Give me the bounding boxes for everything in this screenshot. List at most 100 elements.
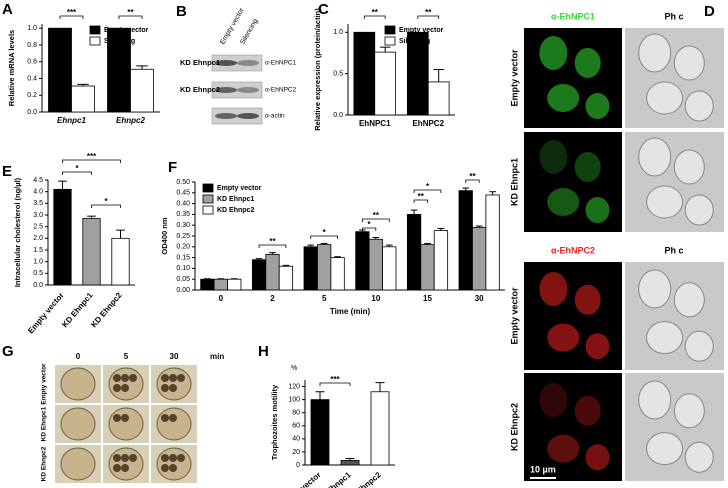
cell-phase xyxy=(646,185,684,219)
legend-swatch xyxy=(202,205,214,215)
error-bar xyxy=(345,457,355,461)
erythrocyte xyxy=(161,464,169,472)
significance: * xyxy=(413,182,442,193)
bar xyxy=(200,278,215,291)
erythrocyte xyxy=(129,454,137,462)
erythrocyte xyxy=(161,454,169,462)
error-bar xyxy=(307,244,315,247)
bar xyxy=(130,68,154,113)
significance-label: ** xyxy=(372,8,379,17)
significance: ** xyxy=(417,8,440,19)
y-tick-label: 0.20 xyxy=(176,244,190,251)
erythrocyte xyxy=(169,374,177,382)
blot-antibody: α-actin xyxy=(265,113,285,120)
bracket xyxy=(59,15,84,19)
cell-fluor xyxy=(547,323,580,352)
bar xyxy=(265,253,280,291)
significance: *** xyxy=(319,375,351,386)
bar xyxy=(370,391,390,466)
cell-phase xyxy=(638,269,672,309)
erythrocyte xyxy=(161,374,169,382)
bar xyxy=(427,81,450,116)
cell-fluor xyxy=(574,284,601,315)
x-tick-label: 10 xyxy=(371,294,380,303)
y-tick-label: 0.0 xyxy=(33,282,43,289)
blot-antibody: α-EhNPC2 xyxy=(265,87,297,94)
bracket xyxy=(91,204,121,208)
image-row-label: KD Ehnpc1 xyxy=(509,158,519,206)
y-axis-label: Relative mRNA levels xyxy=(7,30,16,106)
error-bar xyxy=(433,69,444,82)
legend-label: Empty vector xyxy=(104,27,149,34)
bar xyxy=(368,238,383,291)
trophozoite xyxy=(60,407,96,441)
bar xyxy=(48,27,72,113)
erythrocyte xyxy=(121,384,129,392)
trophozoite xyxy=(108,367,144,401)
significance-label: ** xyxy=(469,172,476,181)
legend-item: KD Ehnpc1 xyxy=(202,194,254,204)
bracket xyxy=(310,235,338,239)
bar xyxy=(420,244,435,291)
significance-label: * xyxy=(368,220,372,229)
significance-label: * xyxy=(104,197,108,206)
y-tick-label: 0.40 xyxy=(176,200,190,207)
cell-phase xyxy=(684,441,714,473)
panel-letter: G xyxy=(2,343,14,360)
y-tick-label: 40 xyxy=(292,436,300,443)
x-tick-label: KD Ehnpc2 xyxy=(89,290,124,329)
error-bar xyxy=(375,382,385,392)
bar xyxy=(330,257,345,291)
y-tick-label: 1.5 xyxy=(33,247,43,254)
x-tick-label: Ehnpc1 xyxy=(57,116,86,125)
x-tick-label: 5 xyxy=(322,294,327,303)
cell-fluor xyxy=(547,434,580,463)
cell-fluor xyxy=(547,84,580,112)
image-row-label: Empty vector xyxy=(41,363,48,405)
cell-phase xyxy=(646,321,684,355)
legend-item: Silencing xyxy=(384,36,430,46)
bar xyxy=(406,213,422,291)
x-tick-label: EhNPC1 xyxy=(359,119,391,128)
legend-label: Silencing xyxy=(104,38,135,45)
bar xyxy=(406,31,429,116)
bracket xyxy=(413,199,428,203)
significance-label: * xyxy=(75,164,79,173)
bar xyxy=(374,51,397,116)
cell-phase xyxy=(673,149,705,185)
cell-phase xyxy=(646,432,684,466)
erythrocyte xyxy=(169,454,177,462)
y-tick-label: 3.0 xyxy=(33,212,43,219)
y-axis-label: Relative expression (protein/actin) xyxy=(313,8,322,131)
y-tick-label: 0.2 xyxy=(27,92,37,99)
x-tick-label: Empty vector xyxy=(26,291,65,336)
significance-label: ** xyxy=(373,211,380,220)
panel-letter: F xyxy=(168,159,177,176)
error-bar xyxy=(424,243,431,245)
y-tick-label: 0.50 xyxy=(176,179,190,186)
blot-column-label: Silencing xyxy=(239,18,259,46)
trophozoite xyxy=(60,367,96,401)
legend-item: KD Ehnpc2 xyxy=(202,205,254,215)
bar xyxy=(227,278,242,291)
legend-label: Silencing xyxy=(399,38,430,45)
blot-band xyxy=(237,113,259,119)
significance: ** xyxy=(363,8,386,19)
cell-fluor xyxy=(539,36,568,70)
error-bar xyxy=(437,227,445,231)
bar xyxy=(340,460,360,466)
bracket xyxy=(363,15,386,19)
blot-row-label: KD Ehnpc1 xyxy=(180,58,220,67)
error-bar xyxy=(475,225,483,228)
y-tick-label: 0.15 xyxy=(176,254,190,261)
trophozoite xyxy=(108,447,144,481)
cell-fluor xyxy=(539,140,568,174)
significance-label: *** xyxy=(330,375,340,384)
y-tick-label: 0.25 xyxy=(176,233,190,240)
erythrocyte xyxy=(169,414,177,422)
cell-phase xyxy=(638,380,672,420)
cell-fluor xyxy=(574,152,601,182)
blot-band xyxy=(215,60,237,66)
bracket xyxy=(62,171,92,175)
error-bar xyxy=(379,46,391,53)
